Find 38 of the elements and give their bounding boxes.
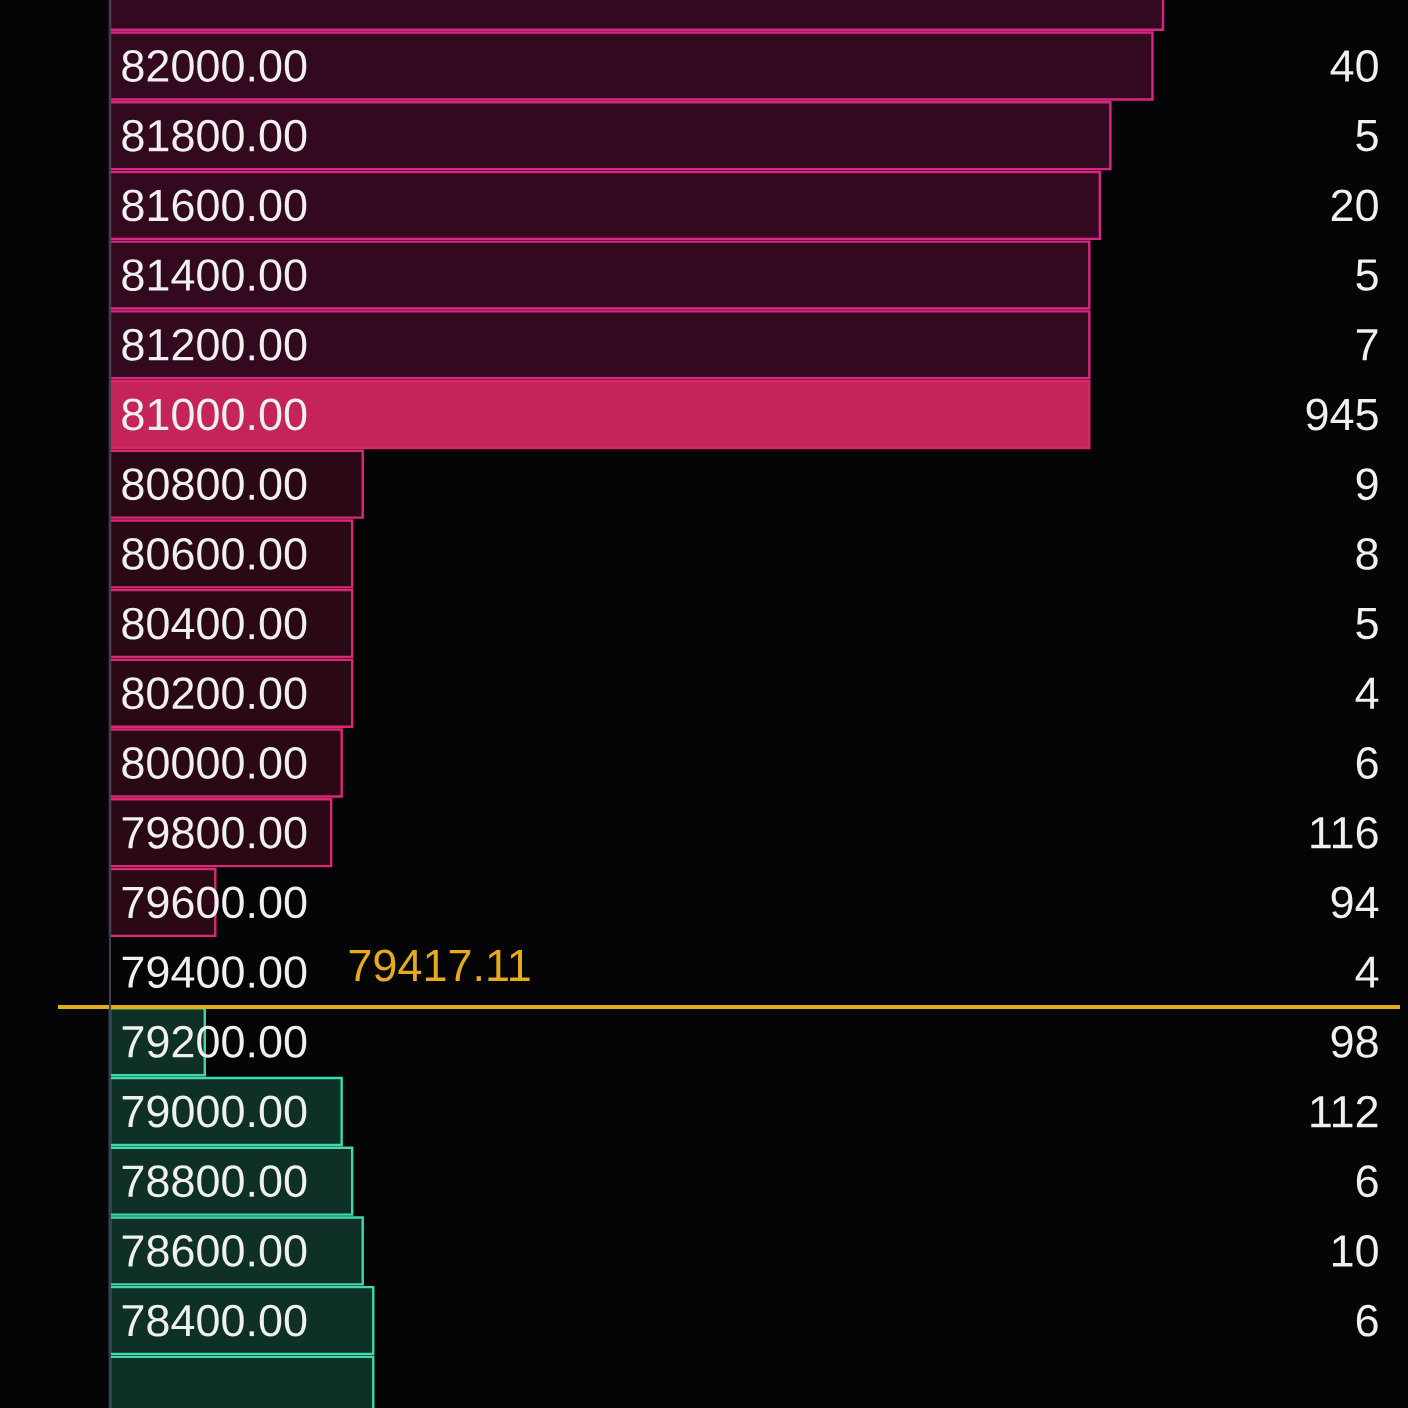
text: 116	[1311, 816, 1378, 849]
y-tick-label: 81400.00	[122, 259, 307, 292]
y-tick-label: 80600.00	[122, 537, 307, 570]
text: 5	[1356, 607, 1378, 640]
y-tick-label: 82000.00	[122, 50, 307, 82]
text: 4	[1355, 956, 1379, 988]
text: 5	[1356, 120, 1378, 152]
y-tick-label: 79800.00	[122, 816, 307, 849]
y-tick-label: 81000.00	[122, 398, 307, 431]
text: 40	[1330, 50, 1378, 82]
y-tick-label: 81200.00	[122, 328, 307, 361]
text: 8	[1356, 537, 1378, 570]
bar	[108, 379, 1091, 450]
text: 98	[1331, 1025, 1378, 1058]
text: 6	[1356, 1165, 1378, 1198]
text: 20	[1331, 189, 1378, 222]
text: 7	[1356, 329, 1378, 361]
text: 10	[1332, 1234, 1378, 1267]
y-tick-label: 80800.00	[122, 468, 307, 501]
y-tick-label: 78600.00	[122, 1234, 307, 1267]
text: 945	[1306, 398, 1378, 431]
text: 6	[1356, 747, 1378, 779]
text: 5	[1356, 259, 1378, 291]
y-tick-label: 81800.00	[122, 119, 307, 152]
y-tick-label: 80200.00	[122, 677, 307, 710]
ref-line-label: 79417.11	[349, 949, 530, 982]
y-tick-label: 78400.00	[122, 1304, 307, 1337]
y-tick-label: 79000.00	[122, 1095, 307, 1128]
text: 4	[1355, 677, 1379, 709]
y-tick-label: 79400.00	[122, 956, 307, 989]
y-tick-label: 80400.00	[122, 607, 307, 640]
y-tick-label: 81600.00	[122, 189, 307, 222]
text: 94	[1331, 886, 1379, 919]
text: 6	[1356, 1304, 1378, 1337]
y-tick-label: 78800.00	[122, 1165, 307, 1198]
y-tick-label: 80000.00	[122, 747, 307, 779]
text: 112	[1311, 1095, 1378, 1128]
text: 9	[1356, 468, 1378, 501]
